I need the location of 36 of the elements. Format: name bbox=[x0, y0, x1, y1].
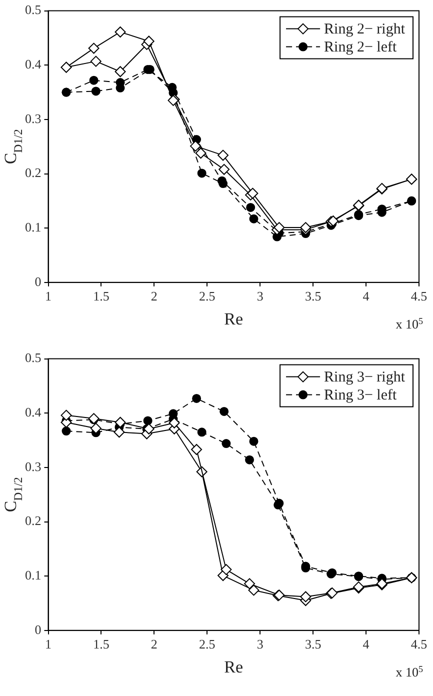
x-tick-label: 4.5 bbox=[410, 636, 428, 652]
x-tick-label: 3 bbox=[256, 288, 264, 304]
y-tick-label: 0.4 bbox=[25, 56, 42, 72]
legend-label: Ring 2− left bbox=[324, 40, 398, 56]
x-tick-label: 3.5 bbox=[304, 636, 322, 652]
x-tick-label: 2.5 bbox=[199, 636, 216, 652]
y-tick-label: 0.5 bbox=[25, 2, 42, 18]
y-tick-label: 0.5 bbox=[25, 350, 42, 366]
y-tick-label: 0.1 bbox=[25, 220, 42, 234]
x-axis-title: Re bbox=[224, 657, 244, 676]
x-tick-label: 2 bbox=[150, 288, 158, 304]
legend-label: Ring 3− right bbox=[324, 370, 406, 386]
y-axis-title: CD1/2 bbox=[1, 476, 25, 512]
legend-label: Ring 2− right bbox=[324, 22, 406, 38]
x-tick-label: 1 bbox=[45, 636, 52, 652]
x-tick-label: 2 bbox=[150, 636, 158, 652]
x-tick-label: 3 bbox=[256, 636, 264, 652]
y-tick-label: 0.3 bbox=[25, 458, 42, 474]
x-tick-label: 4.5 bbox=[410, 288, 428, 304]
legend-label: Ring 3− left bbox=[324, 388, 398, 404]
x-tick-label: 2.5 bbox=[199, 288, 216, 304]
x-tick-label: 1 bbox=[45, 288, 52, 304]
x-tick-label: 4 bbox=[362, 288, 370, 304]
y-tick-label: 0 bbox=[34, 622, 42, 637]
y-tick-label: 0.2 bbox=[25, 165, 42, 180]
y-tick-label: 0.1 bbox=[25, 568, 42, 582]
y-tick-label: 0.3 bbox=[25, 110, 42, 126]
x-tick-label: 4 bbox=[362, 636, 370, 652]
x-tick-label: 1.5 bbox=[93, 636, 110, 652]
x-tick-label: 1.5 bbox=[93, 288, 110, 304]
y-tick-label: 0 bbox=[34, 274, 42, 289]
x-tick-label: 3.5 bbox=[304, 288, 322, 304]
y-tick-label: 0.4 bbox=[25, 404, 42, 420]
y-tick-label: 0.2 bbox=[25, 513, 42, 528]
x-axis-title: Re bbox=[224, 309, 244, 328]
y-axis-title: CD1/2 bbox=[1, 128, 25, 164]
